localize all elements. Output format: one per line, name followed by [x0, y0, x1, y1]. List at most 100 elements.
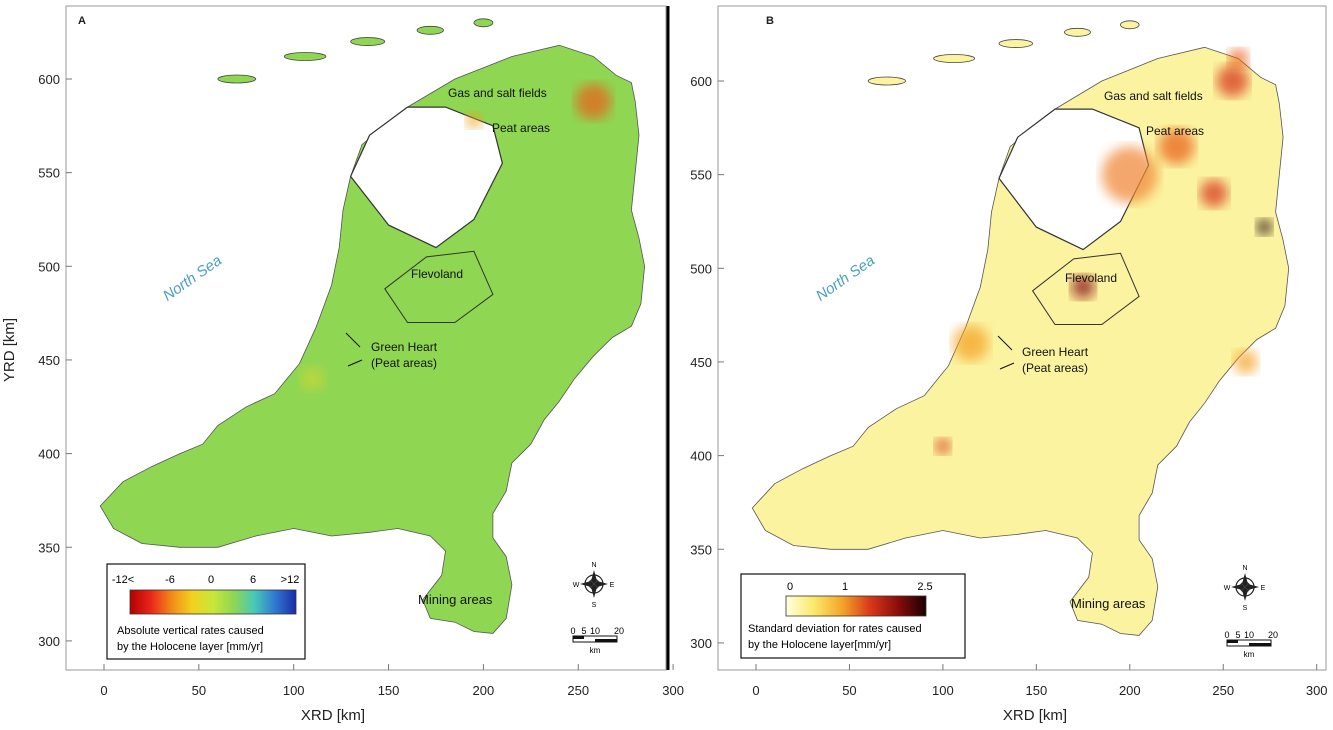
flevoland-polder: [384, 250, 494, 323]
x-tick-label: 0: [752, 683, 759, 698]
north-sea-label: North Sea: [813, 252, 878, 305]
wadden-island: [416, 25, 444, 35]
y-tick-label: 450: [690, 355, 712, 370]
rate-hotspot: [1256, 219, 1273, 236]
wadden-island: [1120, 20, 1140, 30]
y-tick-label: 350: [690, 542, 712, 557]
green-heart-sublabel: (Peat areas): [371, 356, 437, 370]
svg-text:km: km: [590, 646, 601, 655]
panel-a: 0 50 100 150 200 250 300300350400450500550600 …: [38, 5, 684, 724]
green-heart-label: Green Heart: [371, 340, 438, 354]
y-tick-label: 400: [690, 449, 712, 464]
rate-hotspot: [1071, 275, 1096, 300]
rate-hotspot: [1233, 349, 1258, 374]
gas-salt-label: Gas and salt fields: [1104, 89, 1203, 103]
x-axis-title: XRD [km]: [301, 707, 365, 724]
svg-text:S: S: [1243, 605, 1248, 612]
x-tick-label: 200: [1119, 683, 1141, 698]
green-heart-label: Green Heart: [1022, 345, 1089, 359]
flevoland-label: Flevoland: [1065, 271, 1117, 285]
legend-tick: >12: [281, 574, 300, 586]
legend-tick: 0: [787, 581, 793, 593]
panel-letter: B: [766, 15, 774, 27]
colorbar-legend: -12< -6 0 6 >12 Absolute vertical rates …: [106, 563, 306, 660]
legend-tick: 0: [208, 574, 214, 586]
panel-letter: A: [78, 15, 86, 27]
wadden-island: [998, 39, 1034, 48]
netherlands-map: [751, 20, 1290, 636]
x-tick-label: 50: [192, 683, 206, 698]
svg-text:10: 10: [1244, 630, 1254, 640]
ijsselmeer-lake: [998, 108, 1150, 251]
rate-hotspot: [300, 366, 325, 391]
peat-label: Peat areas: [1146, 124, 1204, 138]
svg-text:0: 0: [570, 626, 575, 636]
svg-text:20: 20: [1268, 630, 1278, 640]
legend-tick: -12<: [112, 574, 134, 586]
green-heart-leader-1: [997, 335, 1013, 351]
land-area: [99, 44, 646, 634]
rate-hotspot: [1158, 128, 1195, 165]
wadden-island: [867, 76, 906, 86]
y-tick-label: 450: [38, 353, 60, 368]
flevoland-label: Flevoland: [411, 267, 463, 281]
y-axis-title: YRD [km]: [1, 318, 18, 382]
rate-hotspot: [934, 438, 951, 455]
wadden-island: [350, 37, 386, 46]
svg-text:0: 0: [1224, 630, 1229, 640]
y-tick-label: 400: [38, 447, 60, 462]
svg-text:10: 10: [590, 626, 600, 636]
x-tick-label: 200: [473, 683, 495, 698]
svg-text:W: W: [1224, 585, 1231, 592]
ijsselmeer-lake: [349, 106, 504, 249]
land-area: [751, 46, 1290, 636]
rate-hotspot: [575, 83, 612, 120]
svg-text:E: E: [1261, 585, 1266, 592]
legend-tick: -6: [165, 574, 175, 586]
legend-caption: by the Holocene layer [mm/yr]: [117, 641, 263, 653]
svg-text:km: km: [1244, 650, 1255, 659]
green-heart-leader-1: [345, 332, 361, 348]
rate-hotspot: [1228, 48, 1249, 69]
legend-caption: by the Holocene layer[mm/yr]: [748, 639, 891, 651]
north-sea-label: North Sea: [160, 252, 225, 305]
wadden-island: [283, 52, 327, 61]
x-tick-label: 150: [1025, 683, 1047, 698]
svg-text:5: 5: [1235, 630, 1240, 640]
x-tick-label: 150: [378, 683, 400, 698]
plot-frame: [65, 5, 667, 671]
scale-bar: 0 5 10 20 km: [570, 626, 624, 655]
colorbar: [785, 595, 927, 617]
wadden-island: [1063, 27, 1091, 37]
gas-salt-label: Gas and salt fields: [448, 86, 547, 100]
plot-frame: [717, 5, 1327, 671]
scale-bar: 0 5 10 20 km: [1224, 630, 1278, 659]
x-tick-label: 0: [100, 683, 107, 698]
green-heart-leader-2: [999, 362, 1015, 370]
peat-label: Peat areas: [492, 121, 550, 135]
rate-hotspot: [1216, 65, 1249, 97]
legend-caption: Standard deviation for rates caused: [748, 623, 922, 635]
mining-label: Mining areas: [418, 592, 493, 607]
y-tick-label: 500: [690, 261, 712, 276]
green-heart-leader-2: [347, 359, 363, 367]
svg-text:S: S: [592, 602, 597, 609]
x-tick-label: 250: [567, 683, 589, 698]
y-tick-label: 600: [690, 74, 712, 89]
x-tick-label: 300: [1306, 683, 1328, 698]
y-tick-label: 550: [38, 166, 60, 181]
x-tick-label: 250: [1212, 683, 1234, 698]
wadden-island: [933, 54, 976, 63]
rate-hotspot: [465, 112, 482, 129]
svg-text:20: 20: [614, 626, 624, 636]
y-tick-label: 550: [690, 168, 712, 183]
svg-text:E: E: [610, 582, 615, 589]
mining-label: Mining areas: [1071, 596, 1146, 611]
legend-tick: 2.5: [917, 581, 932, 593]
panel-b: 0 50 100 150 200 250 300300350400450500550600 …: [690, 5, 1328, 724]
rate-hotspot: [952, 325, 989, 362]
x-tick-label: 300: [662, 683, 684, 698]
compass-rose-icon: N S E W: [1224, 565, 1266, 612]
wadden-island: [473, 18, 494, 28]
